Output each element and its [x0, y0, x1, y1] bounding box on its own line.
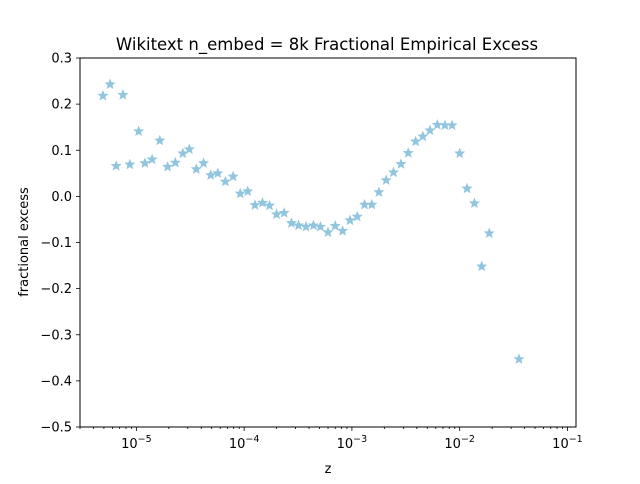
data-point [139, 157, 151, 168]
data-point [387, 166, 399, 178]
y-tick-label: −0.4 [40, 374, 72, 389]
data-point [395, 158, 407, 169]
data-point [468, 197, 480, 208]
data-point [205, 169, 217, 180]
chart-title: Wikitext n_embed = 8k Fractional Empiric… [116, 35, 538, 55]
data-point [198, 157, 210, 168]
data-point [329, 220, 341, 231]
data-point [285, 217, 298, 228]
x-axis-label: z [325, 462, 332, 477]
y-tick-label: 0.2 [51, 98, 72, 113]
y-tick-label: 0.0 [51, 190, 72, 205]
data-point [212, 167, 224, 179]
data-point [278, 207, 290, 218]
data-point [242, 185, 254, 197]
y-tick-label: −0.5 [40, 421, 72, 436]
data-point [366, 198, 378, 210]
data-point [146, 153, 158, 165]
data-point [190, 163, 202, 174]
data-point [219, 175, 231, 187]
data-point [410, 135, 422, 147]
data-point [461, 182, 473, 194]
data-point [133, 125, 145, 137]
data-point [476, 260, 488, 272]
x-tick-label: 10−2 [444, 434, 475, 452]
data-point [380, 174, 392, 185]
y-axis-label: fractional excess [17, 187, 32, 297]
data-point [154, 134, 166, 146]
data-point [307, 219, 320, 231]
x-tick-label: 10−5 [121, 434, 152, 452]
data-point [104, 78, 116, 89]
y-tick-label: −0.3 [40, 328, 72, 343]
data-point [314, 221, 326, 232]
data-point [271, 208, 283, 220]
x-tick-label: 10−3 [337, 434, 368, 452]
data-point [483, 227, 495, 238]
data-point [351, 210, 363, 222]
data-point [256, 197, 269, 208]
data-point [263, 199, 276, 211]
data-point [424, 124, 436, 136]
data-point [169, 156, 181, 168]
data-point [454, 147, 466, 159]
data-point [373, 186, 385, 197]
data-point [110, 160, 122, 171]
data-point [446, 119, 458, 131]
data-point [337, 225, 349, 236]
data-points [97, 78, 525, 364]
x-axis: 10−5 10−4 10−3 10−2 10−1 [79, 427, 583, 452]
data-point [249, 199, 261, 210]
data-point [124, 158, 136, 170]
data-point [431, 119, 443, 130]
data-point [322, 226, 334, 238]
y-tick-label: 0.3 [51, 52, 72, 67]
data-point [402, 147, 414, 158]
data-point [300, 221, 312, 232]
y-tick-label: 0.1 [51, 144, 72, 159]
data-point [227, 170, 239, 182]
data-point [162, 161, 174, 172]
data-point [513, 353, 525, 364]
data-point [293, 219, 305, 231]
data-point [417, 130, 429, 142]
y-tick-label: −0.1 [40, 236, 72, 251]
y-tick-label: −0.2 [40, 282, 72, 297]
data-point [117, 89, 129, 100]
data-point [183, 143, 195, 155]
x-tick-label: 10−4 [229, 434, 260, 452]
data-point [97, 90, 109, 101]
y-axis: 0.3 0.2 0.1 0.0 −0.1 −0.2 −0.3 −0.4 −0.5 [40, 52, 80, 436]
data-point [344, 214, 356, 226]
data-point [234, 187, 246, 199]
x-tick-label: 10−1 [552, 434, 583, 452]
